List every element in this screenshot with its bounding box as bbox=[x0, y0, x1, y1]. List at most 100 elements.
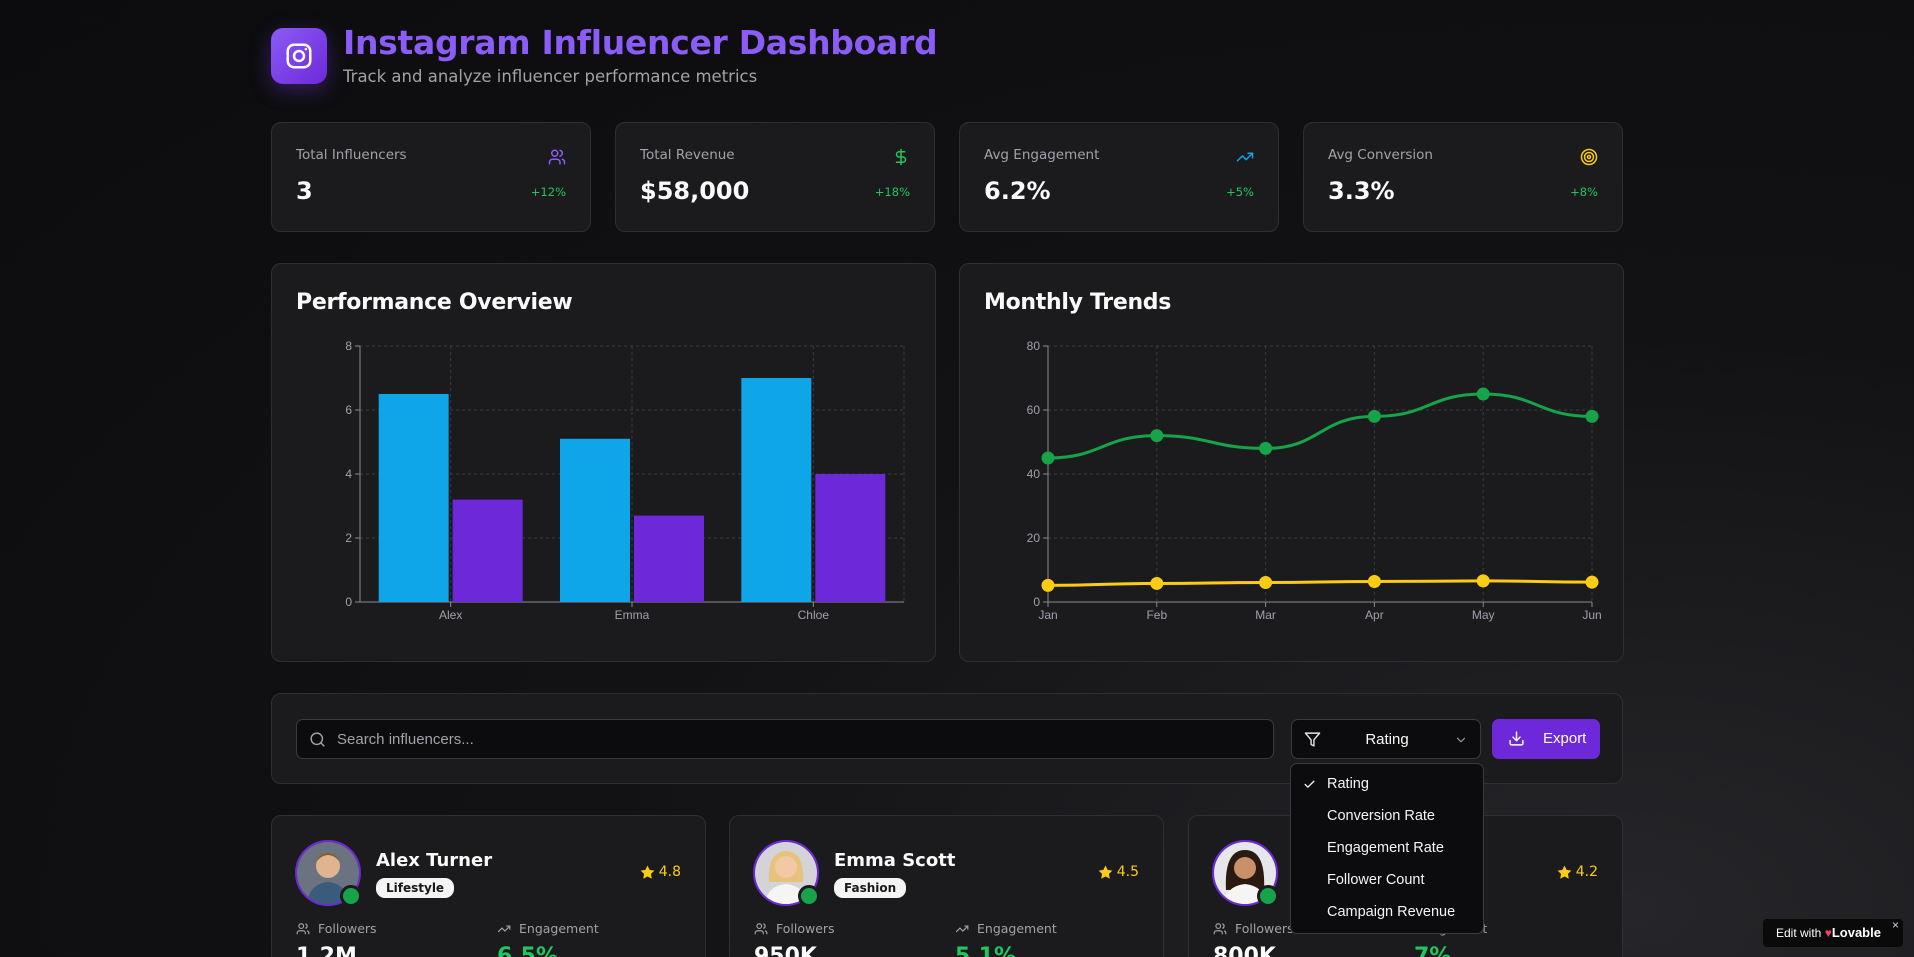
online-status-dot bbox=[798, 885, 820, 907]
engagement-label: Engagement bbox=[955, 921, 1057, 936]
stat-label: Avg Engagement bbox=[984, 147, 1100, 163]
data-point bbox=[1476, 387, 1490, 401]
data-point bbox=[1259, 441, 1273, 455]
filter-icon bbox=[1304, 732, 1321, 747]
rating-value: 4.8 bbox=[658, 864, 681, 880]
followers-value: 950K bbox=[754, 944, 817, 957]
page-header: Instagram Influencer Dashboard Track and… bbox=[271, 23, 938, 86]
category-badge: Fashion bbox=[834, 878, 907, 898]
instagram-logo-icon bbox=[271, 28, 327, 84]
search-input[interactable] bbox=[337, 720, 1257, 758]
users-icon bbox=[1213, 922, 1227, 934]
rating-value: 4.5 bbox=[1116, 864, 1139, 880]
sort-option-label: Rating bbox=[1327, 776, 1369, 792]
users-icon bbox=[548, 149, 566, 165]
badge-prefix: Edit with bbox=[1776, 926, 1822, 940]
followers-value: 1.2M bbox=[296, 944, 357, 957]
chevron-down-icon bbox=[1456, 737, 1466, 743]
panel-title: Performance Overview bbox=[296, 290, 573, 315]
download-icon bbox=[1509, 731, 1524, 746]
engagement-value: 5.1% bbox=[955, 944, 1017, 957]
rating: 4.8 bbox=[640, 864, 681, 880]
performance-bar-chart: 0 2 4 6 8 Alex Emma Chloe bbox=[345, 339, 905, 622]
avatar bbox=[1212, 840, 1278, 906]
bar bbox=[634, 515, 704, 602]
sort-option-rating[interactable]: Rating bbox=[1291, 768, 1483, 800]
sort-option-campaign-revenue[interactable]: Campaign Revenue bbox=[1291, 896, 1483, 928]
followers-label-text: Followers bbox=[318, 921, 377, 936]
data-point bbox=[1367, 575, 1381, 589]
monthly-trends-panel: Monthly Trends 0 20 40 60 80 Jan Feb Mar Apr May J… bbox=[959, 263, 1624, 662]
performance-overview-panel: Performance Overview 0 2 4 6 8 Alex Emma Chloe bbox=[271, 263, 936, 662]
stat-value: $58,000 bbox=[640, 177, 750, 205]
sort-select-value: Rating bbox=[1365, 730, 1409, 748]
data-point bbox=[1041, 578, 1055, 592]
online-status-dot bbox=[340, 885, 362, 907]
page-subtitle: Track and analyze influencer performance… bbox=[343, 67, 758, 86]
x-tick-label: May bbox=[1472, 608, 1495, 622]
y-tick-label: 0 bbox=[345, 595, 352, 609]
sort-option-engagement-rate[interactable]: Engagement Rate bbox=[1291, 832, 1483, 864]
page-title: Instagram Influencer Dashboard bbox=[343, 23, 938, 62]
y-tick-label: 8 bbox=[345, 339, 352, 353]
stat-card-total-influencers: Total Influencers 3 +12% bbox=[271, 122, 591, 232]
check-icon bbox=[1304, 780, 1315, 788]
stat-change: +12% bbox=[530, 185, 566, 199]
followers-label: Followers bbox=[754, 921, 835, 936]
rating: 4.2 bbox=[1557, 864, 1598, 880]
sort-select[interactable]: Rating bbox=[1291, 719, 1481, 759]
series-line bbox=[1047, 392, 1593, 460]
data-point bbox=[1367, 409, 1381, 423]
x-tick-label: Emma bbox=[615, 608, 650, 622]
stat-value: 3 bbox=[296, 177, 313, 205]
engagement-label-text: Engagement bbox=[977, 921, 1057, 936]
category-badge: Lifestyle bbox=[376, 878, 455, 898]
stat-card-avg-engagement: Avg Engagement 6.2% +5% bbox=[959, 122, 1279, 232]
followers-label: Followers bbox=[296, 921, 377, 936]
followers-value: 800K bbox=[1213, 944, 1276, 957]
stat-value: 3.3% bbox=[1328, 177, 1395, 205]
bar bbox=[452, 499, 523, 602]
data-point bbox=[1150, 576, 1164, 590]
target-icon bbox=[1580, 148, 1598, 166]
edit-with-lovable-badge[interactable]: Edit with ♥Lovable × bbox=[1763, 918, 1903, 947]
influencer-card[interactable]: Emma Scott Fashion 4.5 Followers 950K En… bbox=[729, 815, 1164, 957]
dollar-icon bbox=[895, 148, 907, 166]
data-point bbox=[1476, 574, 1490, 588]
rating-value: 4.2 bbox=[1575, 864, 1598, 880]
bar bbox=[378, 394, 449, 602]
sort-option-label: Conversion Rate bbox=[1327, 808, 1435, 824]
sort-option-label: Follower Count bbox=[1327, 872, 1425, 888]
bar bbox=[815, 474, 886, 602]
users-icon bbox=[754, 922, 768, 934]
trending-up-icon bbox=[1236, 152, 1254, 162]
x-tick-label: Jun bbox=[1582, 608, 1601, 622]
engagement-value: 7% bbox=[1414, 944, 1452, 957]
monthly-trends-line-chart: 0 20 40 60 80 Jan Feb Mar Apr May Jun bbox=[1027, 339, 1602, 622]
followers-label: Followers bbox=[1213, 921, 1294, 936]
sort-option-label: Campaign Revenue bbox=[1327, 904, 1456, 920]
search-box bbox=[296, 719, 1274, 759]
y-tick-label: 80 bbox=[1027, 339, 1041, 353]
trending-up-icon bbox=[497, 925, 511, 932]
export-button[interactable]: Export bbox=[1492, 719, 1600, 759]
search-icon bbox=[310, 732, 325, 747]
badge-brand: Lovable bbox=[1831, 925, 1881, 940]
engagement-label-text: Engagement bbox=[519, 921, 599, 936]
data-point bbox=[1259, 575, 1273, 589]
bar bbox=[560, 438, 630, 602]
influencer-card[interactable]: Alex Turner Lifestyle 4.8 Followers 1.2M… bbox=[271, 815, 706, 957]
star-icon bbox=[1557, 865, 1572, 879]
x-tick-label: Chloe bbox=[798, 608, 830, 622]
stat-card-avg-conversion: Avg Conversion 3.3% +8% bbox=[1303, 122, 1623, 232]
sort-option-follower-count[interactable]: Follower Count bbox=[1291, 864, 1483, 896]
online-status-dot bbox=[1257, 885, 1279, 907]
engagement-label: Engagement bbox=[497, 921, 599, 936]
data-point bbox=[1041, 451, 1055, 465]
influencer-name: Alex Turner bbox=[376, 850, 493, 871]
x-tick-label: Mar bbox=[1255, 608, 1276, 622]
engagement-value: 6.5% bbox=[497, 944, 559, 957]
sort-option-conversion-rate[interactable]: Conversion Rate bbox=[1291, 800, 1483, 832]
badge-close-button[interactable]: × bbox=[1891, 918, 1899, 932]
y-tick-label: 2 bbox=[345, 531, 352, 545]
